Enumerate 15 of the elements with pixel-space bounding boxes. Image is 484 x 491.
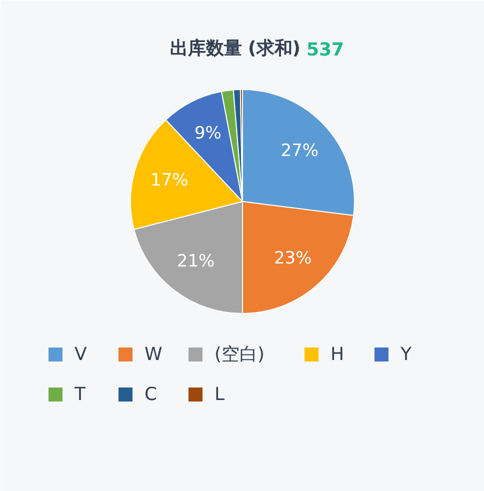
legend-label: C [144, 384, 158, 405]
legend-label: (空白) [214, 344, 265, 365]
legend-label: Y [400, 344, 412, 365]
legend-label: L [214, 384, 225, 405]
data-label: 27% [280, 141, 319, 162]
data-label: 23% [274, 248, 312, 269]
data-label: 9% [194, 124, 222, 144]
chart-title: 出库数量 (求和) [170, 38, 301, 59]
legend-label: W [144, 344, 162, 365]
legend-label: V [74, 344, 88, 365]
data-label: 21% [176, 252, 215, 272]
legend-label: H [330, 344, 344, 365]
chart-subtitle: 537 [306, 40, 344, 60]
legend-label: T [74, 384, 86, 405]
data-label: 17% [150, 170, 188, 190]
